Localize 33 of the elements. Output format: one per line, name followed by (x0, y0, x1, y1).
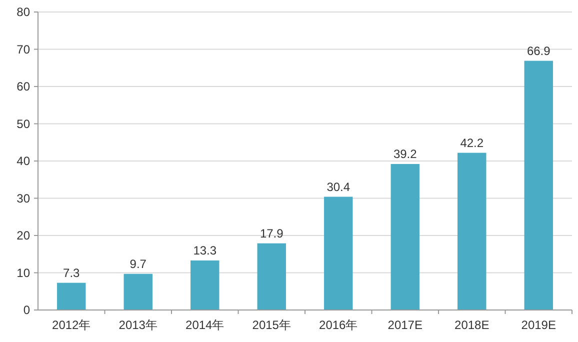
bar (390, 164, 420, 310)
y-tick-label: 50 (16, 116, 30, 131)
data-label: 7.3 (63, 266, 80, 280)
y-tick-label: 60 (16, 80, 30, 94)
x-tick-label: 2015年 (252, 318, 291, 332)
data-label: 66.9 (526, 44, 551, 58)
bar (458, 152, 486, 310)
bar (124, 274, 152, 310)
y-tick-label: 0 (23, 303, 30, 317)
bar (324, 196, 353, 310)
data-label: 9.7 (130, 256, 147, 271)
x-tick-label: 2012年 (52, 318, 91, 332)
bar (57, 282, 86, 310)
y-tick-label: 70 (16, 42, 30, 56)
x-tick-label: 2019E (521, 318, 556, 332)
x-tick-label: 2013年 (118, 318, 158, 332)
data-label: 42.2 (460, 136, 484, 150)
y-tick-label: 30 (16, 191, 30, 206)
y-tick-label: 10 (16, 266, 30, 280)
bar (524, 60, 553, 310)
y-tick-label: 20 (16, 228, 30, 242)
data-label: 30.4 (326, 180, 350, 194)
data-label: 13.3 (193, 243, 217, 258)
x-tick-label: 2014年 (186, 318, 224, 332)
x-tick-label: 2018E (454, 318, 490, 332)
data-label: 17.9 (260, 226, 284, 240)
x-tick-label: 2017E (388, 318, 422, 332)
y-tick-label: 40 (16, 154, 30, 168)
x-tick-label: 2016年 (319, 318, 358, 332)
data-label: 39.2 (393, 146, 418, 161)
bar (190, 260, 220, 310)
bar (257, 243, 286, 310)
y-tick-label: 80 (16, 5, 30, 19)
